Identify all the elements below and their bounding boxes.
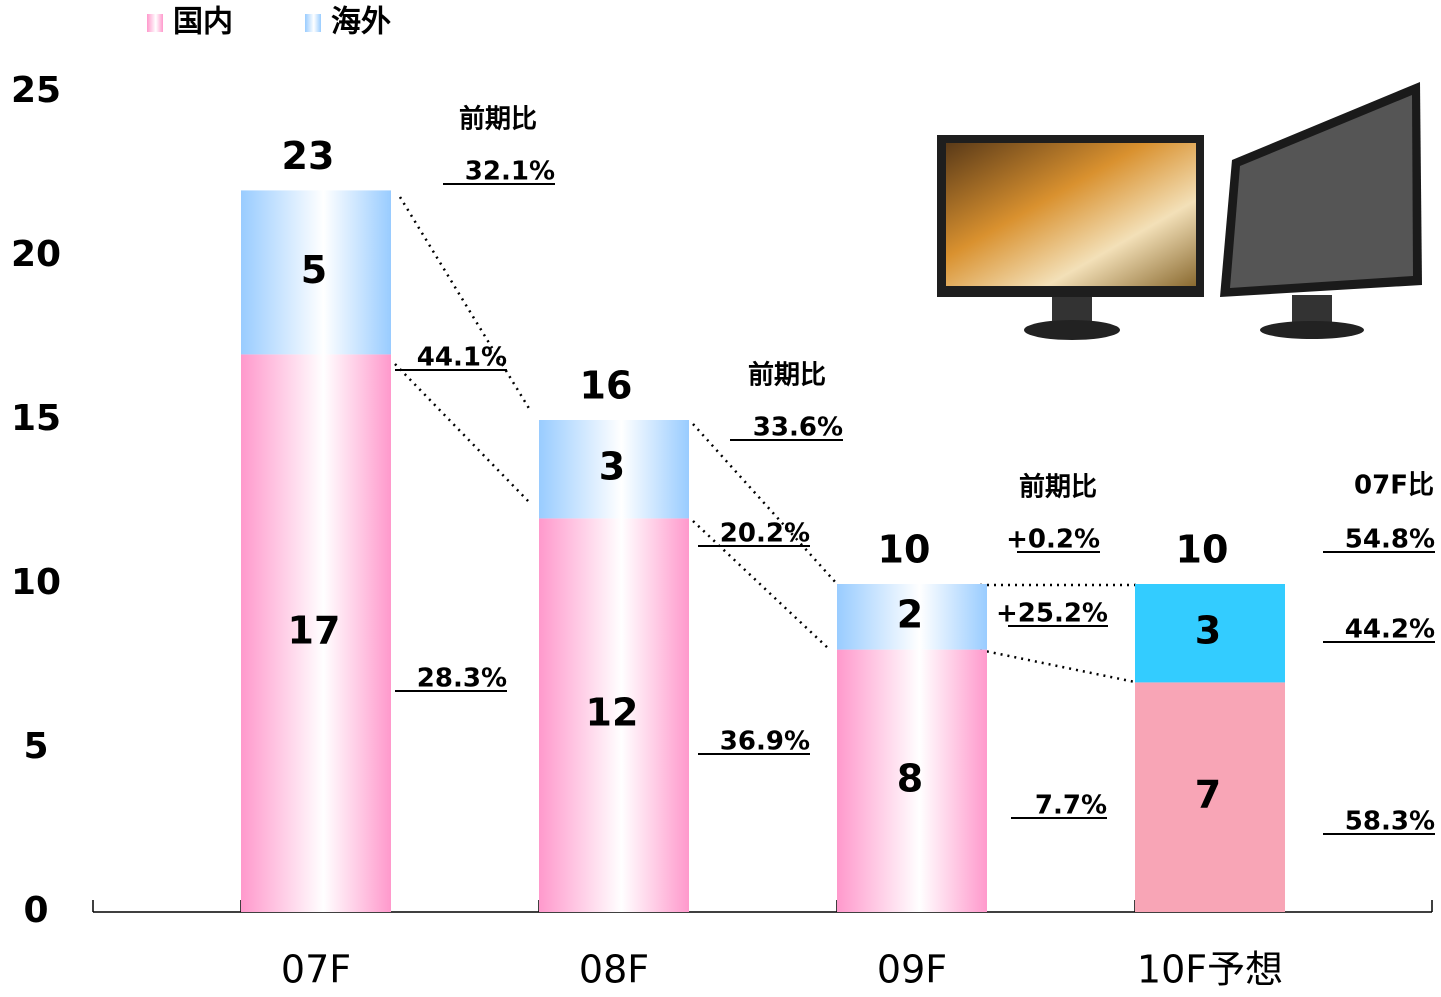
y-tick-label: 20	[11, 234, 61, 275]
data-label: 3	[1195, 609, 1221, 653]
annotation: 20.2%	[720, 519, 810, 549]
annotation: 前期比	[748, 360, 826, 391]
y-tick-label: 5	[23, 726, 48, 767]
total-label: 10	[1176, 528, 1229, 572]
annotation: +0.2%	[1006, 525, 1100, 555]
bar-segment	[837, 649, 987, 912]
bar-segment	[241, 354, 391, 912]
annotation: 54.8%	[1345, 525, 1435, 555]
bar-segment	[539, 518, 689, 912]
annotation: 36.9%	[720, 727, 810, 757]
x-tick-label: 10F予想	[1137, 948, 1283, 992]
y-tick-label: 0	[23, 890, 48, 931]
data-label: 8	[897, 756, 923, 800]
connector-lines	[394, 196, 1140, 684]
legend-swatch	[305, 14, 321, 32]
total-label: 10	[878, 528, 931, 572]
annotation: 33.6%	[753, 413, 843, 443]
annotation: 28.3%	[417, 664, 507, 694]
bar-segment	[241, 190, 391, 355]
annotation: 58.3%	[1345, 807, 1435, 837]
x-tick-label: 09F	[877, 948, 947, 992]
total-label: 23	[282, 134, 335, 178]
annotation: 7.7%	[1035, 791, 1107, 821]
y-tick-label: 15	[11, 398, 61, 439]
total-label: 16	[580, 364, 633, 408]
legend-item: 国内	[147, 5, 233, 40]
data-label: 17	[288, 609, 341, 653]
annotation: 44.1%	[417, 343, 507, 373]
bar-segment	[539, 420, 689, 519]
bar-segment	[1135, 584, 1285, 683]
data-label: 2	[897, 592, 923, 636]
bar-segment	[1135, 682, 1285, 912]
annotation: +25.2%	[996, 599, 1108, 629]
x-tick-label: 08F	[579, 948, 649, 992]
annotation: 07F比	[1354, 471, 1434, 501]
data-label: 3	[599, 445, 625, 489]
legend-item: 海外	[305, 5, 391, 40]
y-tick-label: 10	[11, 562, 61, 603]
data-label: 7	[1195, 773, 1221, 817]
data-label: 5	[301, 248, 327, 292]
bar-segment	[837, 584, 987, 650]
annotation: 44.2%	[1345, 615, 1435, 645]
y-tick-label: 25	[11, 70, 61, 111]
x-tick-label: 07F	[281, 948, 351, 992]
legend-label: 海外	[331, 5, 391, 40]
legend-swatch	[147, 14, 163, 32]
annotation: 32.1%	[465, 157, 555, 187]
annotation: 前期比	[1019, 472, 1097, 503]
annotation: 前期比	[459, 104, 537, 135]
product-image	[937, 82, 1422, 340]
legend-label: 国内	[173, 5, 233, 40]
data-label: 12	[586, 691, 639, 735]
